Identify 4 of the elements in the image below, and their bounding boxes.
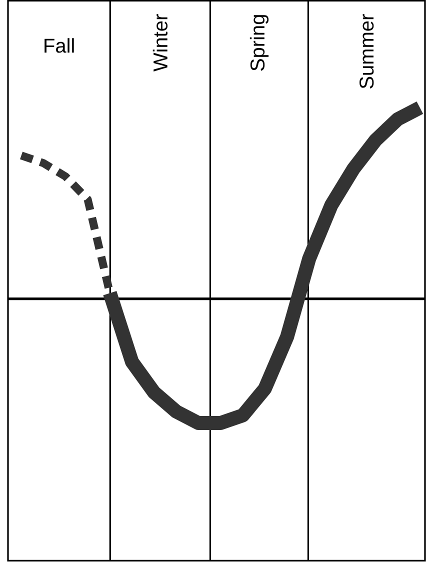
text: Summer: [360, 14, 374, 88]
text: Fall: [44, 38, 74, 53]
text: Spring: [250, 15, 269, 71]
text: Winter: [152, 14, 168, 72]
